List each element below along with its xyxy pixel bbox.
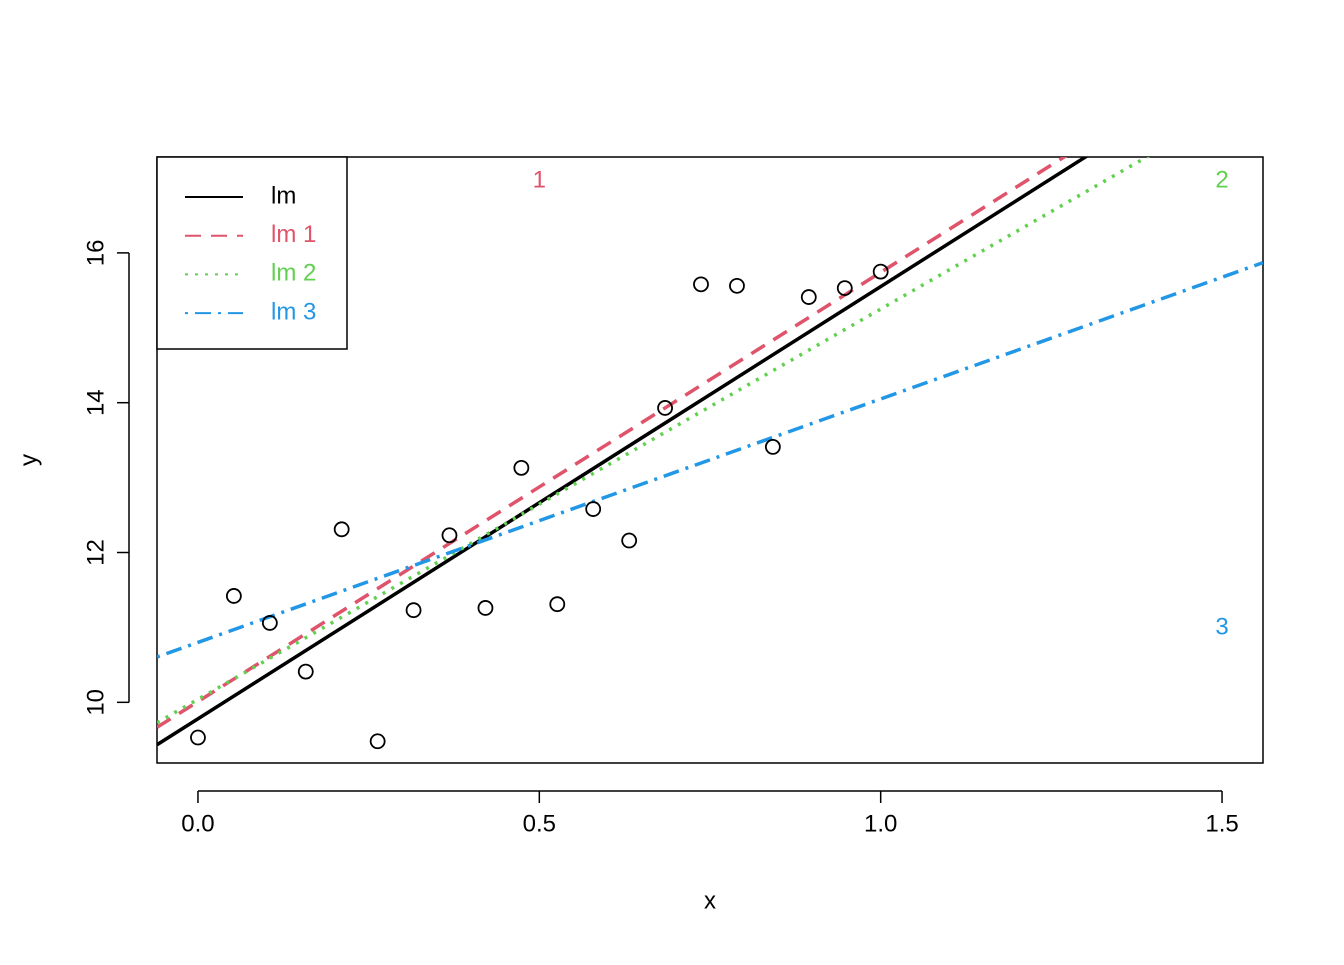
annotation: 1 xyxy=(533,166,546,193)
point xyxy=(477,600,494,616)
y-axis-label: y xyxy=(15,454,42,466)
point xyxy=(549,596,566,613)
point xyxy=(621,532,638,549)
point xyxy=(405,602,422,619)
point xyxy=(261,615,278,631)
y-tick-label: 12 xyxy=(82,539,109,566)
point xyxy=(729,277,745,294)
point xyxy=(585,501,602,517)
x-tick-label: 0.5 xyxy=(523,810,556,837)
fit-line xyxy=(157,260,1263,659)
point xyxy=(369,733,386,750)
fit-line xyxy=(157,157,1089,747)
annotation: 2 xyxy=(1215,166,1228,193)
point xyxy=(225,588,242,604)
point xyxy=(657,400,673,416)
fit-line xyxy=(157,157,1068,729)
x-tick-label: 1.0 xyxy=(864,810,897,837)
annotation: 3 xyxy=(1215,614,1228,641)
point xyxy=(800,289,817,305)
point xyxy=(872,263,889,280)
point xyxy=(836,280,853,296)
y-tick-label: 10 xyxy=(82,689,109,716)
point xyxy=(190,729,206,746)
legend-label: lm 2 xyxy=(271,260,316,287)
point xyxy=(764,438,781,455)
point xyxy=(513,459,530,476)
x-axis-label: x xyxy=(704,887,716,914)
y-tick-label: 14 xyxy=(82,389,109,416)
x-tick-label: 0.0 xyxy=(181,810,214,837)
point xyxy=(333,521,350,538)
point xyxy=(297,663,314,680)
point xyxy=(693,276,709,293)
legend-label: lm 1 xyxy=(271,221,316,248)
point xyxy=(441,527,458,544)
x-tick-label: 1.5 xyxy=(1205,810,1238,837)
legend-box xyxy=(156,156,348,350)
legend-label: lm xyxy=(271,182,296,209)
legend-label: lm 3 xyxy=(271,298,316,325)
fit-line xyxy=(157,157,1151,725)
fit-lines xyxy=(157,157,1263,747)
y-tick-label: 16 xyxy=(82,240,109,267)
plot-box xyxy=(156,156,1264,764)
